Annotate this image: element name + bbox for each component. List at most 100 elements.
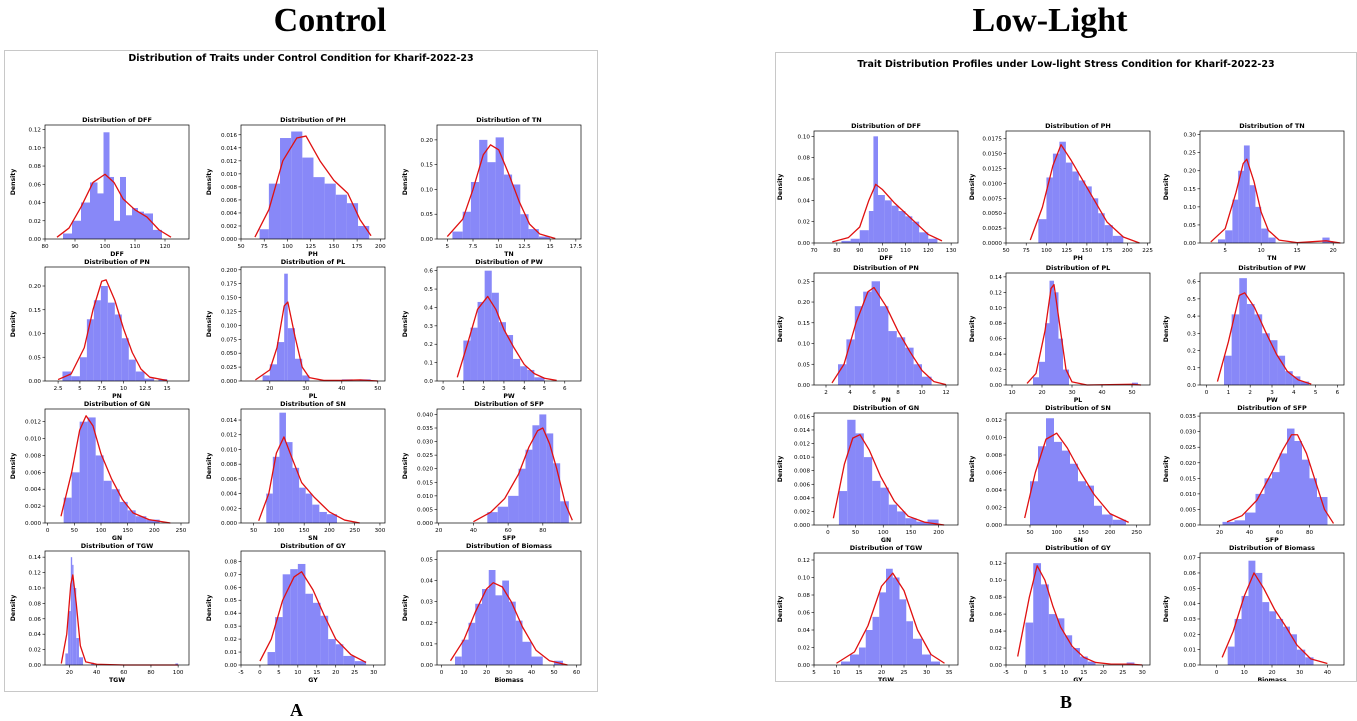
lowlight-ph-bar-9: [1098, 213, 1105, 243]
lowlight-gy-ytick-label-5: 0.10: [990, 578, 1003, 584]
control-pw-ytick-label-5: 0.5: [424, 287, 433, 293]
control-sn-bar-6: [305, 493, 313, 523]
control-sn-bar-3: [285, 442, 293, 523]
control-tgw-bar-5: [76, 638, 79, 665]
lowlight-ph-ytick-label-3: 0.0075: [982, 196, 1002, 202]
lowlight-tgw-xtick-label-0: 5: [812, 670, 816, 676]
lowlight-pn-ytick-label-2: 0.10: [798, 342, 811, 348]
control-gn-axes-frame: [44, 408, 190, 524]
lowlight-pl-bar-3: [1049, 280, 1054, 385]
lowlight-sfp-ytick-label-7: 0.035: [1180, 414, 1196, 420]
lowlight-pl-bar-5: [1058, 338, 1063, 385]
lowlight-tn-bar-7: [1261, 228, 1269, 243]
control-tgw-ytick-label-5: 0.10: [29, 586, 42, 592]
lowlight-dff-xlabel: DFF: [879, 255, 893, 262]
lowlight-pw-bar-1: [1231, 314, 1240, 385]
lowlight-pn-xlabel: PN: [881, 397, 891, 404]
lowlight-tn-subplot: Distribution of TN 5 10 15 20 0.00 0.05 0.10 0.1…: [1163, 122, 1345, 262]
lowlight-sn-xtick-label-4: 200: [1105, 530, 1116, 536]
lowlight-gn-bar-10: [927, 519, 939, 525]
lowlight-sn-xtick-label-2: 100: [1051, 530, 1062, 536]
control-sn-ylabel: Density: [206, 453, 213, 480]
control-tgw-bar-0: [65, 653, 69, 665]
lowlight-sfp-bar-4: [1264, 478, 1272, 525]
control-sfp-xtick-label-1: 40: [470, 528, 478, 534]
lowlight-ph-bar-2: [1052, 153, 1060, 243]
control-dff-title: Distribution of DFF: [82, 116, 152, 124]
lowlight-biomass-ytick-label-6: 0.06: [1184, 571, 1197, 577]
control-pn-xlabel: PN: [112, 393, 122, 400]
control-dff-axes-frame: [44, 124, 190, 240]
lowlight-pw-bar-8: [1285, 371, 1293, 385]
control-heading: Control: [273, 2, 387, 39]
control-tgw-bar-4: [73, 587, 77, 665]
control-dff-ytick-label-6: 0.12: [29, 128, 41, 134]
control-sfp-bar-3: [518, 468, 526, 523]
lowlight-biomass-bar-1: [1234, 618, 1242, 665]
control-gn-ytick-label-1: 0.002: [25, 504, 41, 510]
control-ph-bar-5: [313, 177, 325, 239]
control-tn-subplot: Distribution of TN 5 7.5 10 12.5 15 17.5 0.00 0.…: [402, 116, 583, 258]
lowlight-tn-kde-line: [1210, 158, 1341, 244]
control-ph-ytick-label-7: 0.014: [221, 146, 237, 152]
lowlight-ph-bar-7: [1085, 186, 1092, 243]
lowlight-gy-bar-7: [1079, 656, 1088, 665]
lowlight-pl-xtick-label-2: 30: [1068, 390, 1076, 396]
lowlight-pn-xtick-label-2: 6: [872, 390, 876, 396]
lowlight-gn-bar-0: [838, 491, 848, 525]
lowlight-tgw-bar-3: [865, 630, 873, 665]
control-gy-xtick-label-6: 25: [351, 670, 359, 676]
control-pl-bar-2: [277, 342, 285, 381]
lowlight-pw-bar-7: [1277, 355, 1286, 385]
lowlight-sfp-xlabel: SFP: [1265, 537, 1279, 544]
lowlight-pl-ytick-label-7: 0.14: [990, 275, 1003, 281]
control-biomass-subplot: Distribution of Biomass 0 10 20 30 40 50 60 0.00…: [402, 542, 582, 684]
lowlight-ph-xtick-label-3: 125: [1061, 248, 1072, 254]
control-gy-ytick-label-5: 0.05: [225, 598, 238, 604]
lowlight-biomass-ytick-label-3: 0.03: [1184, 617, 1197, 623]
control-pn-bar-7: [114, 314, 122, 381]
lowlight-gy-bar-1: [1033, 563, 1042, 665]
control-tn-bar-0: [452, 231, 463, 239]
lowlight-pn-bar-9: [913, 364, 922, 385]
lowlight-pl-ytick-label-4: 0.08: [990, 321, 1003, 327]
lowlight-gy-ytick-label-0: 0.00: [990, 663, 1003, 669]
control-sn-xtick-label-4: 250: [349, 528, 360, 534]
control-gy-xtick-label-2: 5: [277, 670, 281, 676]
lowlight-tgw-xtick-label-3: 20: [878, 670, 886, 676]
lowlight-biomass-kde-line: [1221, 572, 1328, 665]
lowlight-dff-xtick-label-0: 70: [810, 248, 818, 254]
control-gn-ytick-label-0: 0.000: [25, 521, 41, 527]
lowlight-pl-bar-6: [1063, 369, 1069, 385]
lowlight-gn-ytick-label-4: 0.008: [794, 469, 810, 475]
low-light-heading: Low-Light: [972, 2, 1128, 39]
control-sfp-bar-5: [532, 425, 540, 523]
lowlight-sn-xtick-label-3: 150: [1078, 530, 1089, 536]
control-gy-xtick-label-5: 20: [332, 670, 340, 676]
lowlight-sn-bar-6: [1078, 481, 1086, 525]
control-pn-kde-line: [57, 279, 168, 382]
control-pl-ytick-label-3: 0.075: [221, 337, 237, 343]
control-ph-axes-frame: [240, 124, 386, 240]
control-pl-ytick-label-0: 0.000: [221, 379, 237, 385]
control-biomass-bar-8: [509, 601, 516, 665]
lowlight-sfp-ytick-label-6: 0.030: [1180, 430, 1196, 436]
lowlight-tn-axes-frame: [1199, 130, 1345, 244]
control-tn-ytick-label-3: 0.15: [421, 163, 434, 169]
control-sfp-ylabel: Density: [402, 453, 409, 480]
control-sfp-ytick-label-6: 0.030: [417, 440, 433, 446]
lowlight-pl-ylabel: Density: [969, 316, 976, 343]
lowlight-pw-bar-9: [1292, 376, 1301, 385]
control-pw-xtick-label-3: 3: [502, 386, 506, 392]
control-pn-subplot: Distribution of PN 2.5 5 7.5 10 12.5 15 0.00 0.0…: [10, 258, 190, 400]
lowlight-tn-bar-8: [1268, 237, 1276, 243]
lowlight-pn-bar-7: [896, 337, 906, 385]
lowlight-pl-title: Distribution of PL: [1046, 264, 1110, 272]
control-gy-ytick-label-8: 0.08: [225, 559, 238, 565]
control-sfp-xtick-label-2: 60: [505, 528, 513, 534]
control-gy-bar-6: [313, 602, 321, 665]
control-pn-bar-9: [128, 359, 136, 381]
control-gy-ytick-label-1: 0.01: [225, 650, 238, 656]
lowlight-dff-title: Distribution of DFF: [851, 122, 921, 130]
control-pw-bar-1: [470, 327, 478, 381]
